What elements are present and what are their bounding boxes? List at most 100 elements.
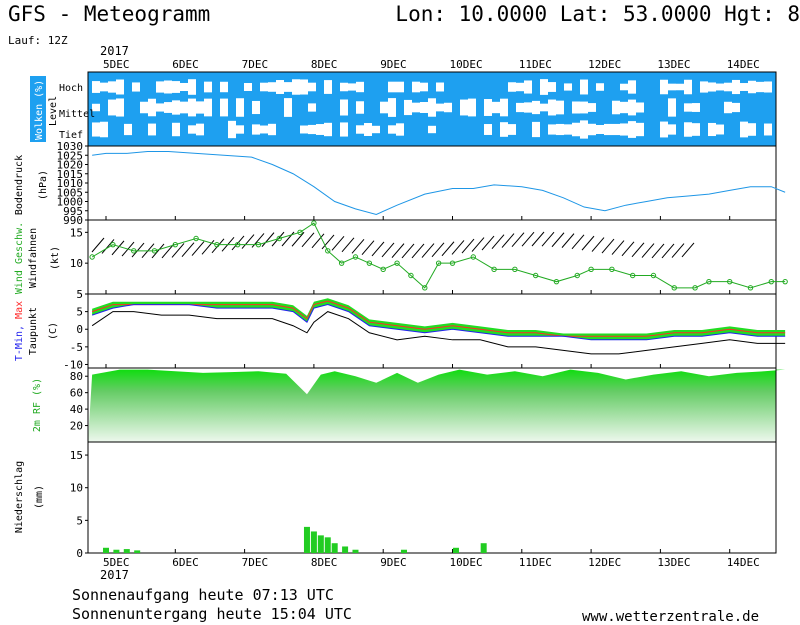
cloud-cover-block xyxy=(156,81,164,93)
wind-barb xyxy=(581,235,595,251)
date-tick-label-bottom: 13DEC xyxy=(657,556,690,569)
cloud-cover-block xyxy=(388,98,396,117)
cloud-cover-block xyxy=(628,121,636,138)
cloud-cover-block xyxy=(660,121,668,138)
cloud-cover-block xyxy=(532,100,540,115)
cloud-cover-block xyxy=(628,80,636,94)
cloud-cover-block xyxy=(412,81,420,93)
cloud-cover-block xyxy=(724,101,732,114)
cloud-cover-block xyxy=(484,124,492,135)
cloud-cover-block xyxy=(748,123,756,136)
pressure-ytick-label: 995 xyxy=(63,205,83,218)
wind-speed-point xyxy=(782,278,788,285)
cloud-cover-block xyxy=(548,82,556,92)
wind-barb xyxy=(561,233,575,248)
wind-barb xyxy=(241,234,255,249)
temperature-ytick-label: -5 xyxy=(70,341,83,354)
wind-barb xyxy=(111,240,125,256)
wind-speed-line xyxy=(91,222,786,289)
location-readout: Lon: 10.0000 Lat: 53.0000 Hgt: 8 xyxy=(395,2,800,26)
cloud-cover-block xyxy=(460,99,468,116)
cloud-cover-block xyxy=(636,122,644,137)
wind-speed-point xyxy=(629,272,636,279)
cloud-cover-block xyxy=(572,101,580,114)
cloud-cover-block xyxy=(540,103,548,112)
cloud-cover-block xyxy=(580,79,588,95)
date-tick-label-bottom: 12DEC xyxy=(588,556,621,569)
cloud-cover-block xyxy=(252,100,260,115)
wind-speed-point xyxy=(650,272,657,279)
wind-speed-point xyxy=(380,266,386,273)
model-run-label: Lauf: 12Z xyxy=(8,34,68,47)
cloud-cover-block xyxy=(220,81,228,93)
cloud-cover-block xyxy=(148,123,156,136)
cloud-cover-block xyxy=(92,103,100,112)
pressure-ytick-label: 1025 xyxy=(57,149,84,162)
temperature-unit-label: (C) xyxy=(48,322,59,340)
wind-speed-point xyxy=(338,260,345,266)
wind-barb xyxy=(671,243,685,258)
cloud-cover-block xyxy=(516,102,524,113)
wind-barb xyxy=(571,234,585,250)
cloud-cover-block xyxy=(668,83,676,91)
cloud-cover-block xyxy=(548,124,556,135)
cloud-cover-block xyxy=(380,101,388,114)
cloud-cover-block xyxy=(588,123,596,136)
cloud-cover-block xyxy=(604,123,612,136)
date-tick-label-bottom: 9DEC xyxy=(380,556,407,569)
date-tick-label-top: 11DEC xyxy=(519,58,552,71)
precipitation-bar xyxy=(452,547,459,553)
cloud-cover-block xyxy=(164,80,172,94)
tmax-legend-text: Max xyxy=(14,301,25,319)
cloud-cover-block xyxy=(324,80,332,94)
wind-unit-label: (kt) xyxy=(50,246,61,270)
cloud-cover-block xyxy=(516,82,524,92)
wind-barb xyxy=(321,234,335,250)
cloud-cover-block xyxy=(284,98,292,117)
cloud-cover-block xyxy=(620,123,628,136)
cloud-cover-block xyxy=(556,100,564,115)
cloud-cover-block xyxy=(100,82,108,92)
dewpoint-line xyxy=(91,311,786,355)
wind-barb xyxy=(621,241,635,257)
cloud-cover-block xyxy=(684,103,692,112)
humidity-ytick-label: 60 xyxy=(70,387,83,400)
cloud-cover-block xyxy=(180,101,188,114)
cloud-cover-block xyxy=(596,83,604,91)
sunset-text: Sonnenuntergang heute 15:04 UTC xyxy=(72,605,352,623)
cloud-cover-block xyxy=(188,125,196,134)
cloud-cover-block xyxy=(540,79,548,95)
wind-axis-title: Wind Geschw. xyxy=(14,222,25,294)
precipitation-ytick-label: 5 xyxy=(76,514,83,527)
precipitation-bar xyxy=(303,526,310,553)
wind-barb xyxy=(361,240,375,256)
wind-barbs-axis-title: Windfahnen xyxy=(28,228,39,288)
cloud-cover-block xyxy=(92,81,100,93)
wind-barb xyxy=(181,242,195,257)
wind-barb xyxy=(601,238,615,254)
precipitation-bar xyxy=(324,537,331,553)
cloud-cover-block xyxy=(340,99,348,116)
cloud-cover-block xyxy=(708,82,716,92)
cloud-cover-block xyxy=(732,79,740,95)
cloud-cover-block xyxy=(308,82,316,92)
temperature-ytick-label: 0 xyxy=(76,323,83,336)
precipitation-bar xyxy=(113,549,120,553)
cloud-cover-block xyxy=(756,81,764,93)
cloud-cover-block xyxy=(220,98,228,117)
cloud-cover-block xyxy=(636,102,644,113)
humidity-ytick-label: 40 xyxy=(70,403,83,416)
pressure-ytick-label: 1030 xyxy=(57,140,84,153)
cloud-cover-block xyxy=(196,123,204,136)
wind-barb xyxy=(391,243,405,258)
date-tick-label-top: 14DEC xyxy=(727,58,760,71)
cloud-cover-block xyxy=(308,124,316,135)
precipitation-bar xyxy=(317,535,324,553)
cloud-cover-block xyxy=(116,79,124,95)
humidity-axis-title: 2m RF (%) xyxy=(32,378,43,432)
precipitation-unit-label: (mm) xyxy=(34,485,45,509)
page-title: GFS - Meteogramm xyxy=(8,2,211,26)
cloud-cover-block xyxy=(92,122,100,137)
cloud-cover-block xyxy=(436,82,444,92)
cloud-cover-block xyxy=(372,125,380,134)
